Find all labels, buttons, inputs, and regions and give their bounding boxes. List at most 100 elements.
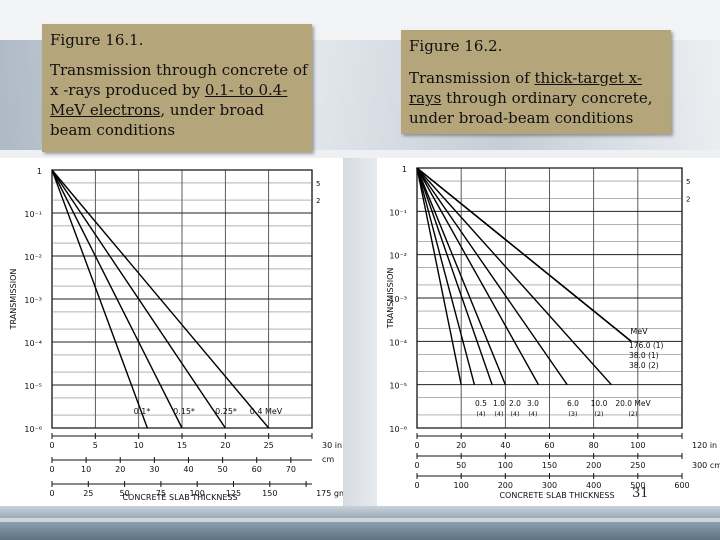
y-tick-label: 10⁻¹	[24, 210, 42, 219]
figure2-title: Figure 16.2.	[409, 37, 503, 55]
figure1-caption-text: Transmission through concrete of x -rays…	[50, 60, 308, 140]
x-tick-label: 80	[589, 441, 599, 450]
x-tick-label: 300	[542, 481, 557, 490]
x-tick-label: 40	[183, 465, 193, 474]
figure2-grid	[416, 167, 683, 479]
series-line	[51, 169, 226, 429]
x-tick-label: 30	[149, 465, 159, 474]
energy-ref-label: (2)	[594, 410, 603, 418]
series-line	[416, 167, 612, 386]
y-tick-label: 10⁻⁴	[24, 339, 42, 348]
energy-ref-label: (4)	[476, 410, 485, 418]
figure2-caption-underlined: thick-target x-rays	[409, 69, 642, 107]
figure1-caption: Figure 16.1. Transmission through concre…	[42, 24, 312, 152]
x-tick-label: 250	[630, 461, 645, 470]
x-tick-label: 15	[177, 441, 187, 450]
figure1-caption-part1: Transmission through concrete of x -rays…	[50, 61, 308, 99]
x-tick-label: 50	[218, 465, 228, 474]
side-tick-label: 5	[686, 178, 690, 186]
x-tick-label: 25	[264, 441, 274, 450]
x-axis-title: CONCRETE SLAB THICKNESS	[499, 491, 614, 500]
energy-ref-label: (4)	[528, 410, 537, 418]
legend-title: MeV	[630, 327, 648, 336]
figure1-grid	[51, 169, 313, 487]
y-tick-label: 1	[37, 167, 42, 176]
figure1-chart: 1 10⁻¹ 10⁻² 10⁻³ 10⁻⁴ 10⁻⁵ 10⁻⁶ 5 2 TRANSMISSION 0…	[0, 158, 369, 506]
figure1-title: Figure 16.1.	[50, 31, 144, 49]
energy-ref-label: (2)	[628, 410, 637, 418]
energy-label: 20.0 MeV	[615, 399, 651, 408]
line-energy-label: 0.25*	[215, 407, 237, 416]
legend-row: 38.0 (1)	[629, 351, 659, 360]
x-axis-title: CONCRETE SLAB THICKNESS	[122, 493, 237, 502]
figure2-svg: 1 10⁻¹ 10⁻² 10⁻³ 10⁻⁴ 10⁻⁵ 10⁻⁶ 5 2 TRANSMISSION 0…	[386, 165, 720, 500]
energy-label: 3.0	[527, 399, 539, 408]
series-line	[416, 167, 568, 386]
side-tick-label: 2	[686, 195, 690, 203]
x-tick-label: 70	[286, 465, 296, 474]
figure2-chart: 1 10⁻¹ 10⁻² 10⁻³ 10⁻⁴ 10⁻⁵ 10⁻⁶ 5 2 TRANSMISSION 0…	[377, 158, 720, 506]
series-line	[416, 167, 506, 385]
x-tick-label: 40	[500, 441, 510, 450]
y-tick-label: 10⁻⁴	[389, 338, 407, 347]
x-tick-label: 0	[414, 481, 419, 490]
line-energy-label: 0.15*	[173, 407, 195, 416]
x-tick-label: 300 cm	[692, 461, 720, 470]
energy-label: 2.0	[509, 399, 521, 408]
x-tick-label: 100	[630, 441, 645, 450]
series-line	[51, 169, 183, 429]
x-tick-label: 150	[262, 489, 277, 498]
figure2-lines	[416, 167, 632, 386]
x-tick-label: 50	[456, 461, 466, 470]
x-tick-label: 100	[190, 489, 205, 498]
x-tick-label: 100	[454, 481, 469, 490]
figure1-lines	[51, 169, 270, 429]
y-tick-label: 10⁻³	[24, 296, 42, 305]
x-tick-label: 20	[456, 441, 466, 450]
energy-label: 0.5	[475, 399, 487, 408]
x-tick-label: 200	[586, 461, 601, 470]
x-tick-label: 0	[49, 441, 54, 450]
page-number: 31	[632, 486, 649, 501]
x-unit-cm: cm	[322, 455, 334, 464]
y-tick-label: 10⁻⁶	[389, 425, 407, 434]
y-tick-label: 10⁻²	[24, 253, 42, 262]
x-tick-label: 0	[414, 461, 419, 470]
series-line	[416, 167, 476, 385]
x-tick-label: 600	[674, 481, 689, 490]
x-tick-label: 60	[252, 465, 262, 474]
x-tick-label: 0	[49, 489, 54, 498]
x-tick-label: 0	[49, 465, 54, 474]
x-tick-label: 50	[120, 489, 130, 498]
x-tick-label: 75	[156, 489, 166, 498]
x-tick-label: 60	[544, 441, 554, 450]
legend-row: 38.0 (2)	[629, 361, 659, 370]
x-tick-label: 175 gm cm⁻²	[316, 489, 343, 498]
y-tick-label: 10⁻¹	[389, 208, 407, 217]
x-tick-label: 10	[134, 441, 144, 450]
side-tick-label: 2	[316, 197, 320, 205]
x-tick-label: 5	[93, 441, 98, 450]
x-tick-label: 500	[630, 481, 645, 490]
figure1-svg: 1 10⁻¹ 10⁻² 10⁻³ 10⁻⁴ 10⁻⁵ 10⁻⁶ 5 2 TRANSMISSION 0…	[9, 167, 369, 502]
figure2-labels: 1 10⁻¹ 10⁻² 10⁻³ 10⁻⁴ 10⁻⁵ 10⁻⁶ 5 2 TRANSMISSION 0…	[386, 165, 720, 500]
y-tick-label: 10⁻⁵	[24, 382, 42, 391]
line-energy-label: 0.4 MeV	[250, 407, 283, 416]
figure1-caption-underlined: 0.1- to 0.4-MeV electrons	[50, 81, 288, 119]
x-tick-label: 200	[498, 481, 513, 490]
energy-label: 1.0	[493, 399, 505, 408]
x-tick-label: 400	[586, 481, 601, 490]
series-line	[51, 169, 148, 429]
energy-ref-label: (4)	[510, 410, 519, 418]
y-tick-label: 10⁻⁶	[24, 425, 42, 434]
x-tick-label: 150	[542, 461, 557, 470]
series-line	[416, 167, 462, 385]
x-tick-label: 20	[115, 465, 125, 474]
energy-label: 10.0	[591, 399, 608, 408]
energy-ref-label: (3)	[568, 410, 577, 418]
x-tick-label: 20	[220, 441, 230, 450]
figure1-labels: 1 10⁻¹ 10⁻² 10⁻³ 10⁻⁴ 10⁻⁵ 10⁻⁶ 5 2 TRANSMISSION 0…	[9, 167, 369, 502]
y-tick-label: 1	[402, 165, 407, 174]
series-line	[416, 167, 540, 386]
energy-ref-label: (4)	[494, 410, 503, 418]
